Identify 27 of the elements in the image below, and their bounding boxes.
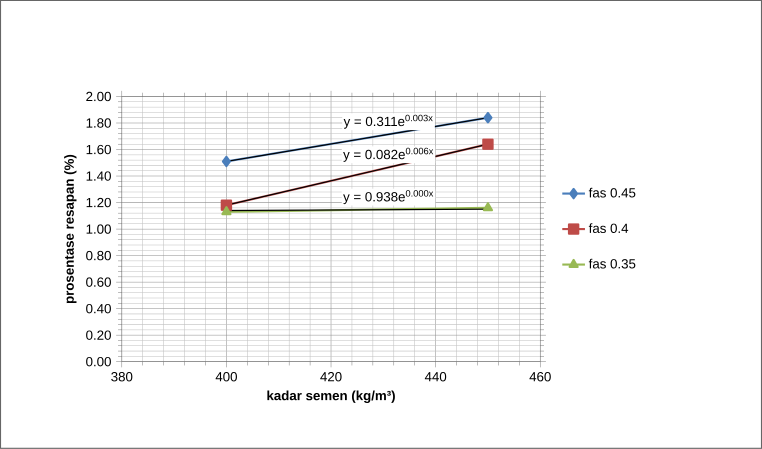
y-tick-label: 1.20 bbox=[86, 198, 111, 208]
y-tick-label: 0.80 bbox=[86, 250, 111, 260]
y-tick-label: 1.40 bbox=[86, 171, 111, 181]
y-tick-label: 0.40 bbox=[86, 304, 111, 314]
y-tick-label: 1.80 bbox=[86, 118, 111, 128]
x-tick-label: 460 bbox=[529, 372, 551, 382]
x-axis-title: kadar semen (kg/m³) bbox=[267, 390, 395, 404]
x-tick-label: 440 bbox=[424, 372, 446, 382]
point bbox=[482, 138, 494, 150]
x-tick-label: 420 bbox=[320, 372, 342, 382]
y-tick-label: 0.20 bbox=[86, 330, 111, 340]
y-axis-title: prosentase resapan (%) bbox=[64, 154, 76, 304]
legend-label: fas 0.4 bbox=[588, 223, 628, 234]
point bbox=[222, 156, 231, 168]
y-tick-label: 0.00 bbox=[86, 357, 111, 366]
legend-label: fas 0.45 bbox=[588, 188, 636, 198]
legend-label: fas 0.35 bbox=[588, 258, 636, 269]
x-tick-label: 400 bbox=[216, 372, 237, 382]
y-tick-label: 0.60 bbox=[86, 278, 111, 287]
point bbox=[483, 112, 492, 124]
annotation: y = 0.082e$^{0.006x}$ bbox=[343, 148, 434, 162]
y-tick-label: 2.00 bbox=[86, 92, 111, 102]
annotation: y = 0.311e$^{0.003x}$ bbox=[344, 114, 433, 129]
x-tick-label: 380 bbox=[111, 372, 132, 382]
annotation: y = 0.938e$^{0.000x}$ bbox=[343, 190, 434, 204]
y-tick-label: 1.60 bbox=[86, 144, 111, 154]
y-tick-label: 1.00 bbox=[86, 224, 111, 234]
